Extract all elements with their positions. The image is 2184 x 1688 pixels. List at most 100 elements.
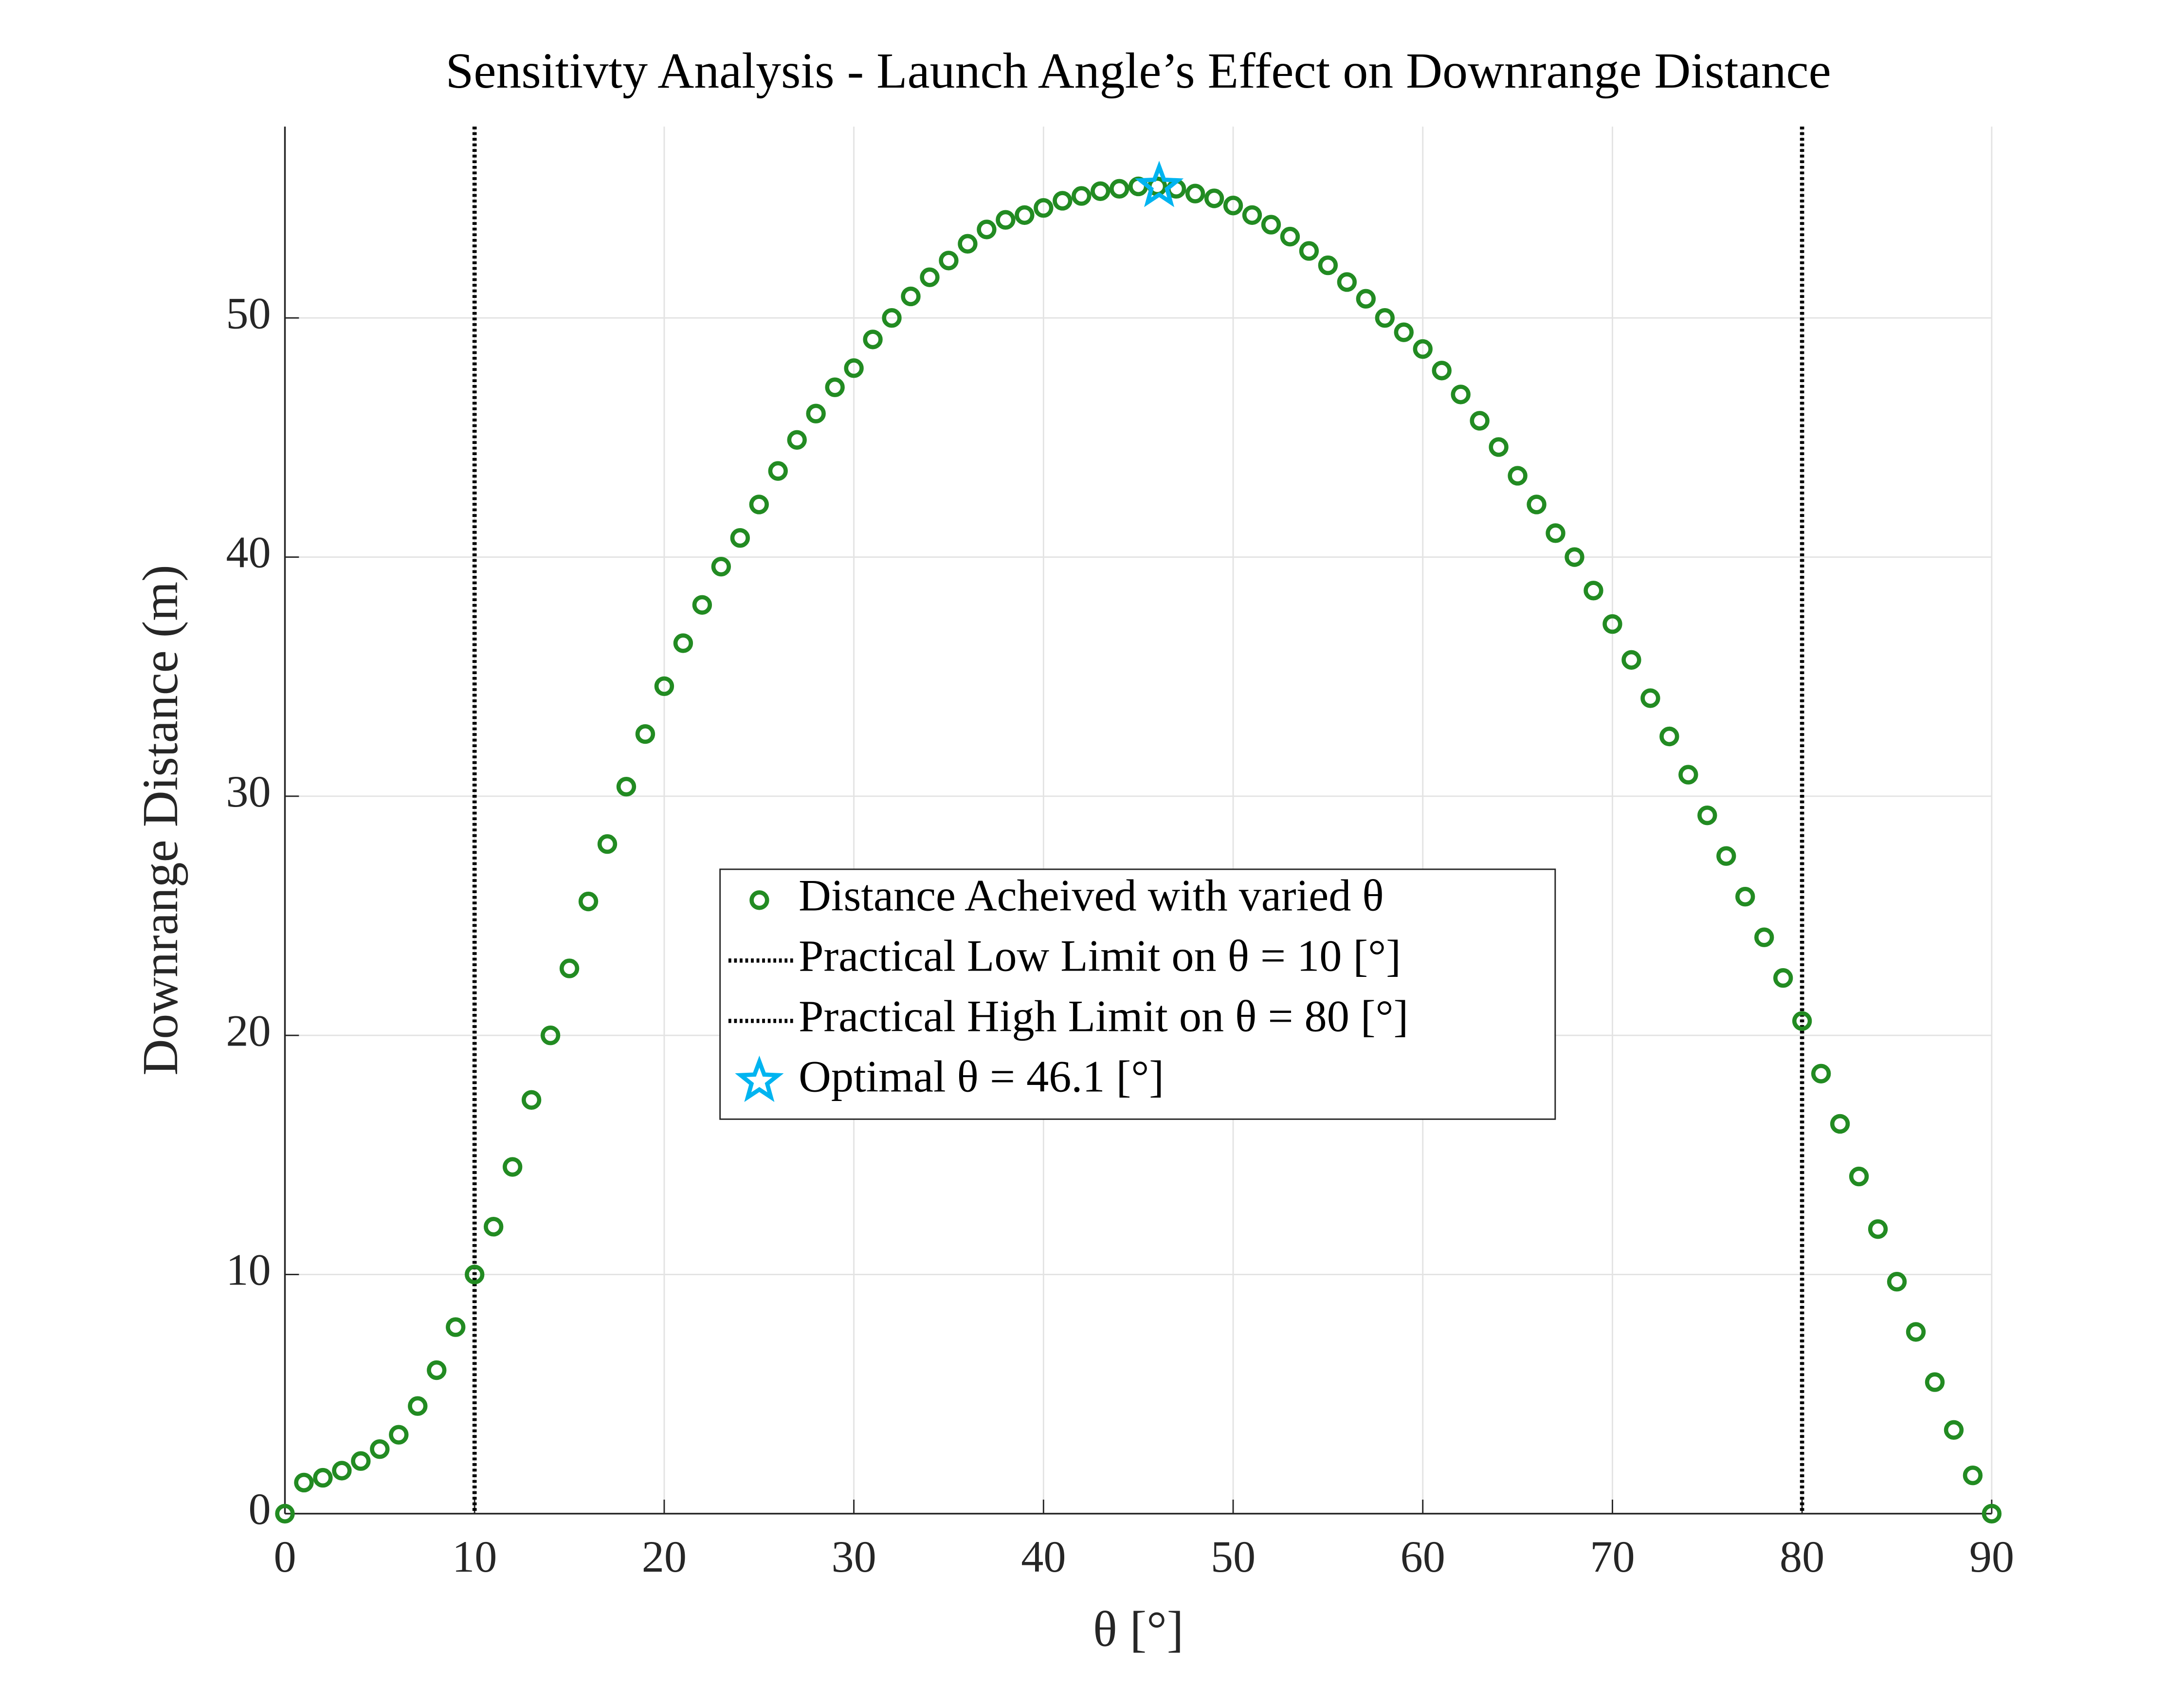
data-point [1887,1272,1907,1292]
legend-label: Practical Low Limit on θ = 10 [°] [799,931,1401,981]
data-point [1432,361,1452,381]
data-point [1659,726,1679,747]
legend-box [719,868,1556,1120]
x-tick-label: 0 [273,1532,296,1581]
data-point [654,676,674,697]
data-point [1110,179,1129,199]
data-point [1678,765,1698,785]
y-tick-label: 10 [226,1245,271,1295]
data-point [1963,1466,1983,1486]
legend-marker [735,1055,784,1102]
data-point [730,528,750,548]
data-point [1621,650,1641,670]
data-point [446,1317,466,1337]
x-tick-label: 30 [831,1532,876,1581]
data-point [692,595,712,615]
data-point [920,267,940,287]
data-point [1716,846,1736,866]
data-point [1792,1011,1812,1031]
y-tick-label: 0 [249,1484,271,1534]
data-point [1735,887,1755,907]
data-point [939,251,959,271]
legend: Distance Acheived with varied θ Practical… [719,868,1556,1120]
x-axis-label: θ [°] [1093,1601,1183,1657]
data-point [1280,226,1300,247]
y-tick-label: 20 [226,1006,271,1055]
data-point [1015,205,1035,225]
data-point [427,1360,447,1380]
y-tick-label: 50 [226,288,271,338]
data-point [1489,437,1509,457]
data-point [1830,1114,1850,1134]
chart-title: Sensitivty Analysis - Launch Angle’s Eff… [446,43,1831,99]
y-tick-label: 30 [226,767,271,816]
data-point [313,1468,333,1488]
data-point [635,724,655,744]
data-point [484,1217,504,1237]
data-point [616,776,637,797]
y-axis-label: Downrange Distance (m) [132,565,188,1075]
data-point [351,1451,371,1471]
data-point [958,234,978,254]
optimal-point [1134,161,1184,207]
data-point [996,210,1016,230]
data-point [1091,181,1110,201]
data-point [844,358,864,378]
data-point [1982,1504,2002,1524]
data-point [1242,205,1262,225]
data-point [1565,547,1584,567]
data-point [597,834,618,854]
x-tick-label: 50 [1211,1532,1256,1581]
data-point [1204,188,1224,208]
data-point [1318,255,1338,275]
data-point [977,220,997,239]
data-point [768,461,788,481]
data-point [1868,1219,1888,1239]
plot-area: 0 10 20 30 40 50 60 70 80 90 0 10 20 30 40 50 Distance A… [226,127,2014,1581]
data-point [540,1025,561,1046]
x-tick-label: 90 [1969,1532,2014,1581]
y-tick-label: 40 [226,528,271,577]
data-point [1602,614,1622,634]
data-point [1906,1322,1926,1342]
data-point [1034,198,1054,218]
data-point [1053,191,1073,211]
data-point [1394,322,1414,342]
data-point [1337,272,1357,292]
data-point [1185,183,1205,203]
data-point [389,1425,409,1445]
data-point [1754,927,1774,947]
data-point [1451,385,1471,404]
x-tick-label: 70 [1590,1532,1635,1581]
legend-label: Distance Acheived with varied θ [799,871,1383,920]
data-point [1299,241,1319,261]
data-point [1508,466,1528,486]
data-point [806,404,826,423]
data-point [275,1504,295,1524]
data-point [749,495,769,514]
data-point [1527,495,1547,514]
data-point [502,1157,523,1177]
data-point [1072,186,1092,206]
data-point [1640,688,1660,708]
data-point [332,1461,352,1481]
x-tick-label: 60 [1401,1532,1445,1581]
data-point [1223,196,1243,216]
data-point [1546,523,1565,543]
data-point [825,377,845,397]
data-point [1697,805,1717,826]
x-tick-label: 10 [452,1532,497,1581]
data-point [521,1090,542,1110]
data-point [1849,1166,1869,1187]
data-point [465,1265,485,1284]
data-point [1925,1372,1945,1392]
data-point [901,286,921,307]
data-point [882,308,902,328]
data-point [1413,339,1433,359]
data-point [1261,215,1281,235]
data-point [1470,411,1490,431]
data-point [711,556,731,577]
